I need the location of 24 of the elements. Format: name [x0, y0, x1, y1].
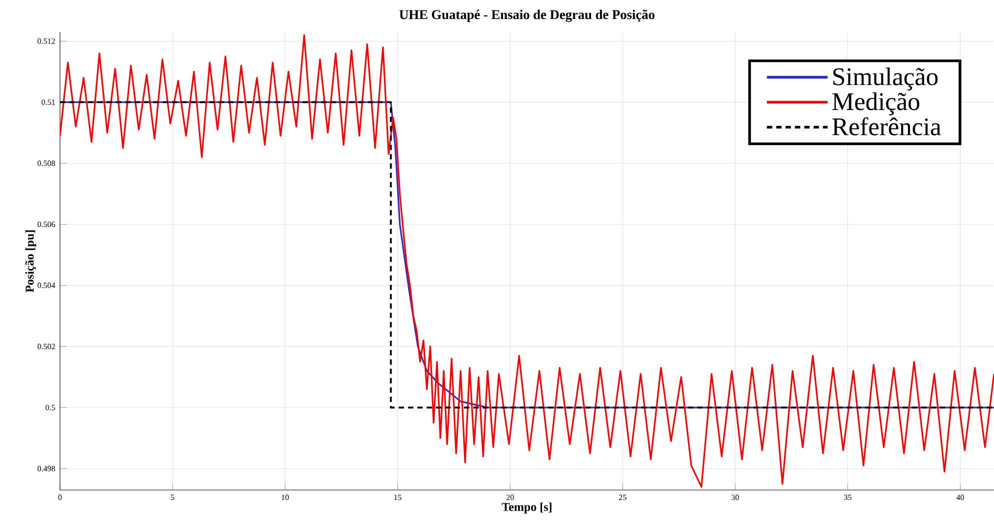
y-axis-title: Posição [pu] — [25, 230, 36, 292]
x-tick-label: 20 — [506, 494, 514, 500]
x-tick-label: 0 — [58, 494, 62, 500]
x-tick-label: 25 — [619, 494, 626, 500]
y-tick-label: 0.504 — [38, 282, 56, 288]
chart-title: UHE Guatapé - Ensaio de Degrau de Posição — [399, 10, 654, 22]
x-tick-label: 5 — [171, 494, 174, 500]
y-tick-label: 0.498 — [38, 466, 56, 472]
line-series — [60, 34, 994, 488]
x-tick-label: 40 — [956, 494, 964, 500]
legend-label: Medição — [832, 92, 920, 116]
legend-label: Referência — [832, 117, 941, 136]
y-tick-label: 0.512 — [38, 38, 55, 44]
x-tick-label: 35 — [844, 494, 852, 500]
x-tick-label: 10 — [282, 494, 289, 500]
y-tick-label: 0.502 — [38, 344, 55, 350]
y-tick-label: 0.5 — [46, 404, 56, 410]
y-tick-label: 0.508 — [38, 160, 56, 166]
y-tick-label: 0.51 — [42, 99, 55, 105]
x-tick-label: 30 — [732, 494, 739, 500]
x-axis-title: Tempo [s] — [502, 502, 552, 514]
y-tick-label: 0.506 — [38, 222, 56, 228]
x-tick-label: 15 — [394, 494, 402, 500]
legend-label: Simulação — [833, 67, 938, 90]
